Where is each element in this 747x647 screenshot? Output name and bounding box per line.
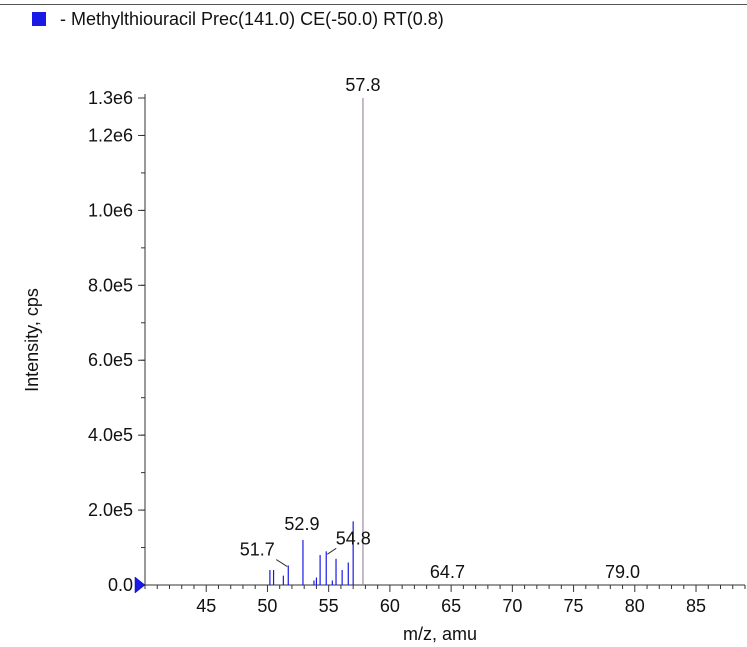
peak-label: 52.9 <box>284 514 319 534</box>
peaks-layer <box>269 98 364 585</box>
peak-label: 79.0 <box>605 562 640 582</box>
x-axis-label: m/z, amu <box>403 624 477 644</box>
peak-label-leader <box>275 559 288 567</box>
x-tick-label: 75 <box>564 596 584 616</box>
top-border-line <box>0 4 747 5</box>
peak-labels-layer: 57.8 52.9 51.7 54.8 64.7 79.0 <box>240 75 640 582</box>
y-tick-label: 4.0e5 <box>88 425 133 445</box>
x-tick-label: 55 <box>319 596 339 616</box>
y-tick-label: 1.3e6 <box>88 88 133 108</box>
x-tick-label: 60 <box>380 596 400 616</box>
x-tick-label: 50 <box>257 596 277 616</box>
x-tick-label: 80 <box>625 596 645 616</box>
peak-label: 54.8 <box>336 528 371 548</box>
legend-label: - Methylthiouracil Prec(141.0) CE(-50.0)… <box>60 8 444 29</box>
peak-label: 64.7 <box>430 562 465 582</box>
baseline-marker-icon <box>134 576 146 594</box>
y-tick-label: 2.0e5 <box>88 500 133 520</box>
x-tick-label: 65 <box>441 596 461 616</box>
x-tick-label: 45 <box>196 596 216 616</box>
y-tick-label: 0.0 <box>108 575 133 595</box>
peak-label-leader <box>326 547 337 555</box>
y-tick-label: 8.0e5 <box>88 275 133 295</box>
y-tick-label: 1.0e6 <box>88 200 133 220</box>
y-axis-label: Intensity, cps <box>22 288 42 392</box>
y-tick-label: 6.0e5 <box>88 350 133 370</box>
y-tick-label: 1.2e6 <box>88 125 133 145</box>
x-tick-label: 85 <box>686 596 706 616</box>
x-tick-label: 70 <box>502 596 522 616</box>
peak-label: 57.8 <box>345 75 380 95</box>
legend-swatch <box>32 12 46 26</box>
peak-label: 51.7 <box>240 540 275 560</box>
axes: 45 50 55 60 65 70 75 80 85 0.0 2.0e5 4.0e5 6.0e5 8.0e… <box>88 88 746 616</box>
legend: - Methylthiouracil Prec(141.0) CE(-50.0)… <box>32 8 444 30</box>
